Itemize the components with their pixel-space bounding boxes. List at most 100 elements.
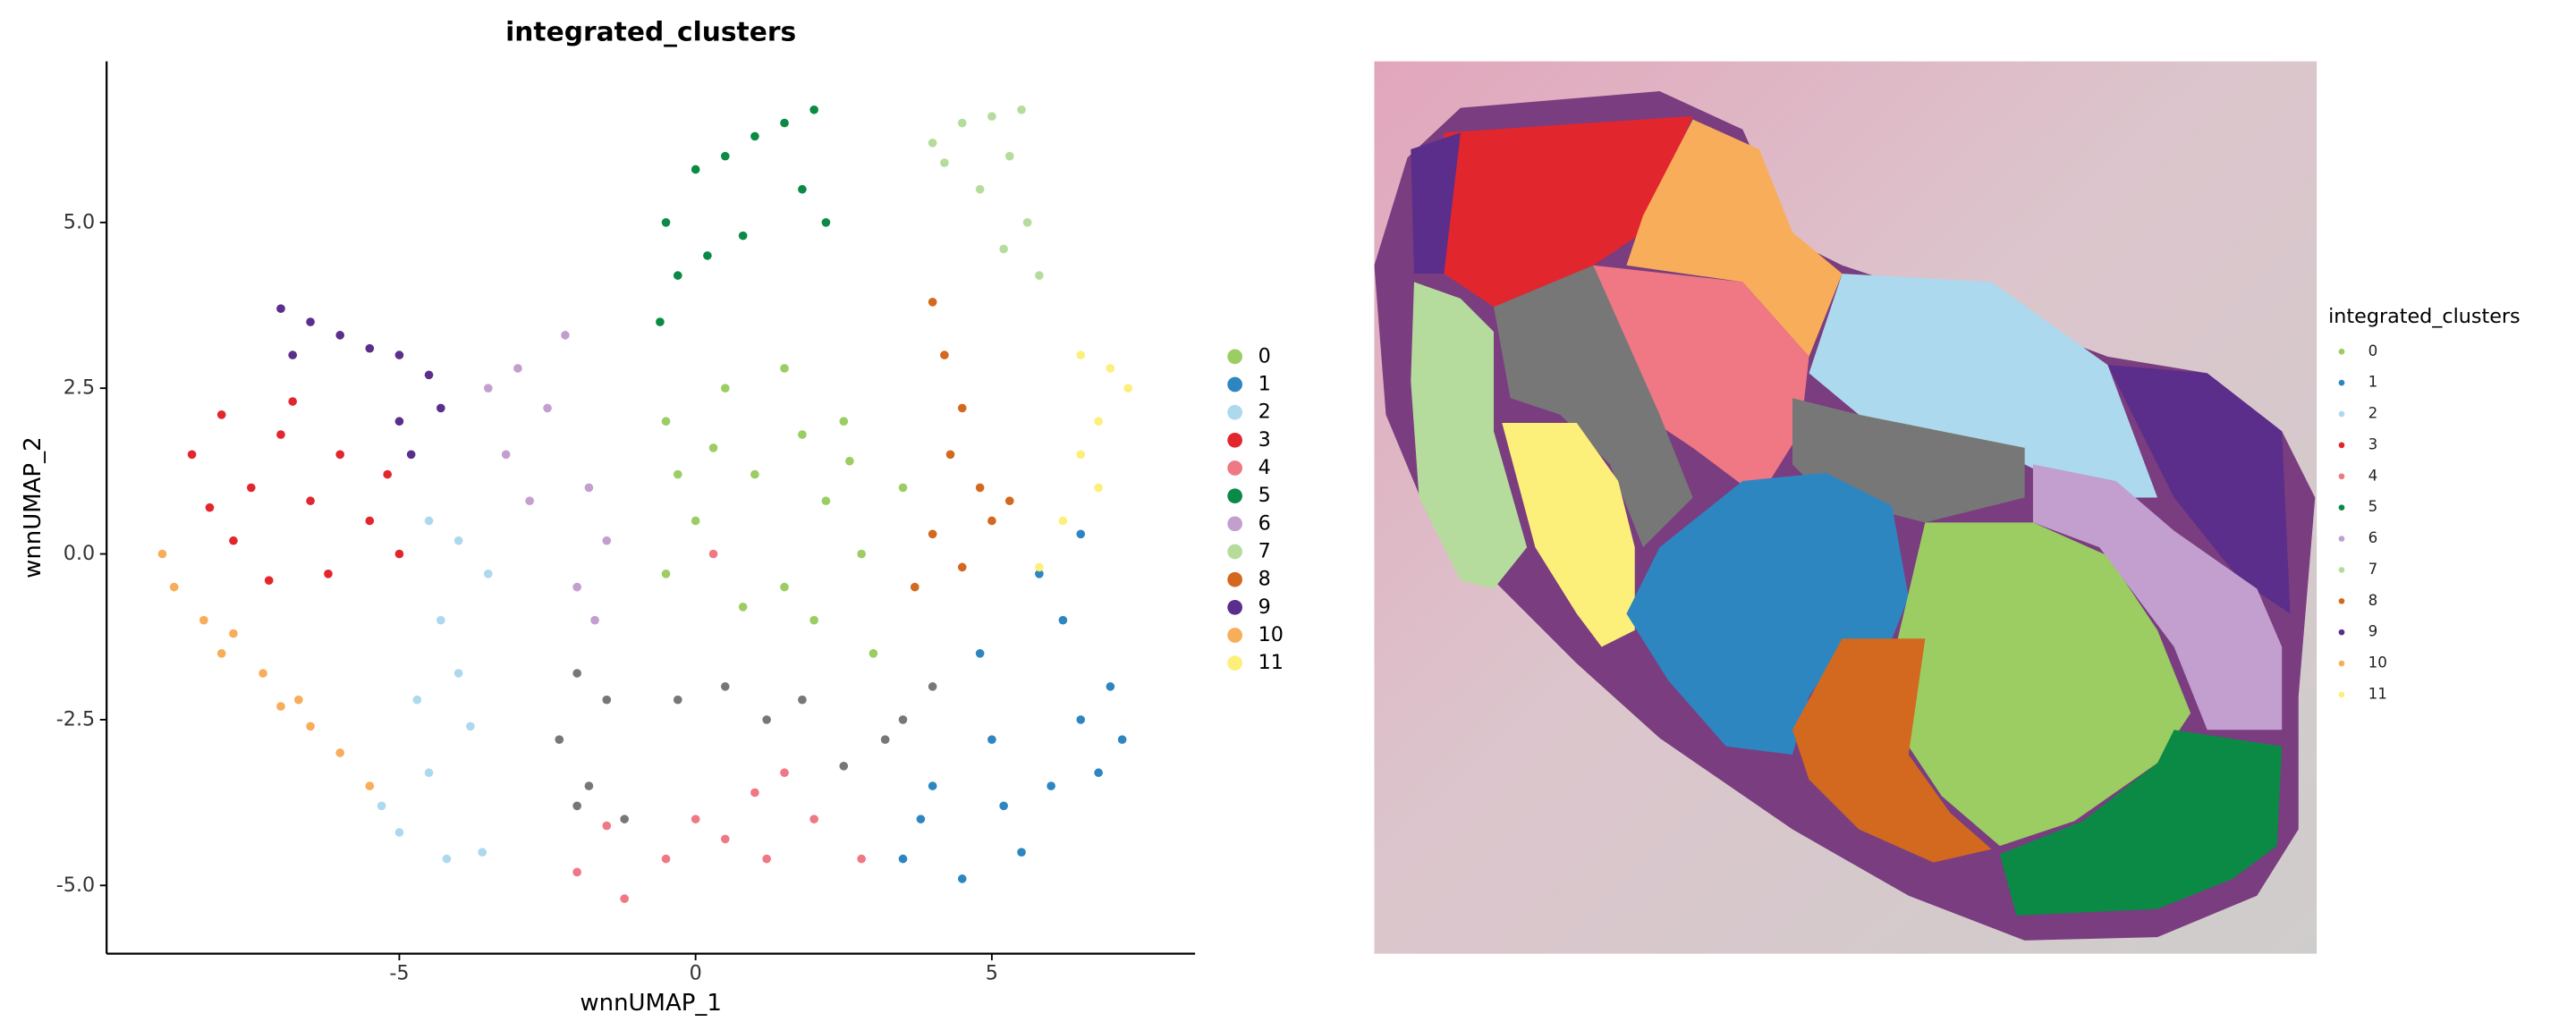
- point: [780, 364, 789, 373]
- point: [999, 244, 1008, 254]
- point: [1123, 384, 1133, 393]
- legend-marker: [1227, 628, 1242, 643]
- cluster-region: [1892, 522, 2191, 847]
- point: [288, 397, 298, 406]
- point: [869, 648, 878, 658]
- legend-label: 3: [1258, 428, 1271, 452]
- point: [708, 549, 718, 559]
- cluster-region: [1626, 119, 1843, 357]
- point: [957, 118, 967, 128]
- y-tick-label: 0.0: [64, 542, 95, 565]
- point: [543, 403, 552, 413]
- point: [750, 788, 759, 798]
- point: [258, 669, 267, 678]
- point: [945, 450, 955, 460]
- point: [306, 317, 315, 326]
- point: [798, 430, 807, 439]
- legend-label: 5: [1258, 484, 1271, 507]
- point: [406, 450, 416, 460]
- point: [513, 364, 522, 373]
- point: [720, 384, 730, 393]
- point: [1058, 516, 1068, 526]
- point: [229, 629, 238, 638]
- legend-label: 9: [2368, 623, 2378, 640]
- point: [412, 695, 422, 705]
- point: [216, 410, 226, 419]
- point: [910, 582, 919, 592]
- point: [809, 815, 818, 823]
- point: [478, 848, 487, 857]
- point: [821, 217, 831, 227]
- point: [394, 549, 404, 559]
- cluster-region: [1593, 265, 1809, 498]
- point: [975, 648, 985, 658]
- y-tick-label: -2.5: [56, 707, 95, 730]
- point: [691, 165, 700, 174]
- point: [656, 317, 665, 326]
- point: [335, 331, 345, 340]
- legend-label: 8: [2368, 592, 2378, 609]
- point: [845, 456, 854, 466]
- point: [798, 184, 807, 194]
- legend-label: 4: [2368, 467, 2378, 484]
- legend-label: 1: [2368, 374, 2378, 391]
- legend-marker: [2338, 410, 2345, 418]
- cluster-region: [2107, 365, 2291, 614]
- point: [602, 695, 612, 705]
- legend-label: 8: [1258, 568, 1271, 591]
- point: [673, 469, 682, 479]
- point: [661, 854, 671, 864]
- cluster-region: [1999, 730, 2283, 916]
- legend-label: 0: [1258, 344, 1271, 367]
- point: [673, 695, 682, 705]
- legend-marker: [2338, 629, 2345, 636]
- point: [1058, 615, 1068, 625]
- point: [673, 271, 682, 280]
- point: [483, 384, 493, 393]
- legend-label: 7: [1258, 539, 1271, 562]
- point: [620, 815, 629, 823]
- cluster-region: [1502, 423, 1635, 647]
- point: [780, 768, 789, 778]
- point: [1117, 735, 1127, 744]
- point: [572, 801, 581, 811]
- point: [561, 331, 570, 340]
- legend-marker: [2338, 379, 2345, 386]
- point: [187, 450, 197, 460]
- cluster-region: [1626, 472, 1909, 756]
- point: [975, 483, 985, 493]
- chart-title: integrated_clusters: [505, 16, 796, 47]
- legend-title: integrated_clusters: [2328, 305, 2521, 328]
- point: [294, 695, 303, 705]
- point: [590, 615, 599, 625]
- point: [750, 131, 759, 141]
- legend-marker: [1227, 460, 1242, 476]
- point: [424, 768, 434, 778]
- point: [1076, 529, 1086, 539]
- legend-label: 9: [1258, 595, 1271, 619]
- legend-marker: [2338, 597, 2345, 604]
- legend-marker: [1227, 376, 1242, 393]
- legend-label: 2: [1258, 401, 1271, 424]
- point: [720, 834, 730, 844]
- x-tick-label: 5: [986, 961, 998, 984]
- point: [738, 231, 748, 241]
- point: [928, 139, 937, 148]
- point: [780, 582, 789, 592]
- point: [572, 867, 581, 877]
- point: [928, 781, 937, 790]
- point: [940, 350, 949, 359]
- cluster-region: [2032, 464, 2283, 730]
- point: [957, 562, 967, 572]
- point: [602, 536, 612, 545]
- legend-marker: [2338, 660, 2345, 667]
- legend-marker: [1227, 432, 1242, 448]
- point: [703, 251, 712, 260]
- point: [205, 502, 215, 512]
- point: [288, 350, 298, 359]
- legend-label: 11: [1258, 651, 1284, 674]
- point: [199, 615, 208, 625]
- point: [453, 536, 463, 545]
- point: [483, 569, 493, 578]
- legend-marker: [2338, 504, 2345, 511]
